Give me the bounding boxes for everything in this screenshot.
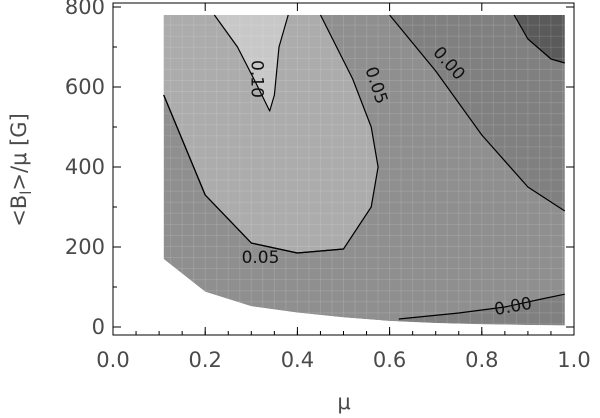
x-tick-label: 0.6	[373, 348, 406, 372]
y-axis-label: <Bl>/μ [G]	[7, 113, 35, 227]
contour-line-0	[213, 14, 289, 112]
x-axis-ticks: 0.0 0.2 0.4 0.6 0.8 1.0	[96, 3, 591, 372]
y-tick-label: 0	[92, 315, 105, 339]
band-below-000	[389, 15, 565, 211]
x-tick-label: 0.2	[188, 348, 221, 372]
contour-line-4	[398, 293, 565, 320]
x-axis-label: μ	[337, 390, 350, 414]
band-above-010	[214, 15, 289, 111]
contour-label-2: 0.05	[242, 248, 280, 268]
x-tick-label: 0.4	[281, 348, 314, 372]
y-tick-label: 800	[65, 0, 105, 19]
y-axis-label-main: <B	[7, 195, 31, 227]
contour-line-3	[389, 14, 566, 212]
no-data-region	[113, 3, 574, 335]
x-tick-label: 0.0	[96, 348, 129, 372]
grid	[113, 3, 574, 335]
band-above-005	[163, 15, 379, 253]
contour-lines	[163, 14, 566, 320]
x-tick-label: 0.8	[465, 348, 498, 372]
filled-region	[163, 15, 565, 326]
y-tick-label: 200	[65, 235, 105, 259]
y-axis-label-sub: l	[17, 191, 35, 195]
contour-line-2	[163, 94, 344, 254]
top-margin	[113, 3, 574, 15]
x-tick-label: 1.0	[557, 348, 590, 372]
band-lower-000	[398, 294, 565, 326]
y-tick-label: 400	[65, 155, 105, 179]
y-tick-label: 600	[65, 75, 105, 99]
contour-label-0: 0.10	[246, 60, 266, 98]
contour-line-5	[513, 14, 565, 64]
right-margin	[564, 3, 574, 335]
band-corner	[514, 15, 565, 63]
y-axis-label-rest: >/μ [G]	[7, 113, 31, 190]
y-axis-ticks: 0 200 400 600 800	[65, 0, 574, 339]
